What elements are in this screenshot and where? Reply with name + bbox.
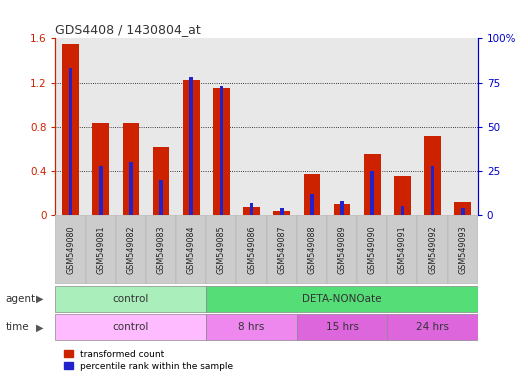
FancyBboxPatch shape: [55, 215, 86, 284]
FancyBboxPatch shape: [267, 215, 297, 284]
Bar: [418, 38, 448, 215]
Bar: [153, 147, 169, 215]
Text: GSM549093: GSM549093: [458, 225, 467, 274]
Text: DETA-NONOate: DETA-NONOate: [303, 293, 382, 304]
Bar: [274, 210, 290, 215]
Bar: [213, 88, 230, 215]
FancyBboxPatch shape: [116, 215, 146, 284]
Legend: transformed count, percentile rank within the sample: transformed count, percentile rank withi…: [60, 346, 237, 374]
Text: control: control: [112, 322, 149, 333]
Bar: [461, 208, 465, 215]
Text: 24 hrs: 24 hrs: [416, 322, 449, 333]
Bar: [267, 38, 297, 215]
Bar: [371, 171, 374, 215]
Bar: [310, 194, 314, 215]
Bar: [62, 44, 79, 215]
FancyBboxPatch shape: [86, 215, 116, 284]
FancyBboxPatch shape: [388, 215, 418, 284]
Bar: [394, 176, 411, 215]
Bar: [340, 201, 344, 215]
Bar: [122, 123, 139, 215]
Bar: [334, 204, 351, 215]
Bar: [129, 162, 133, 215]
Bar: [448, 38, 478, 215]
Bar: [431, 166, 435, 215]
Bar: [206, 38, 237, 215]
Bar: [176, 38, 206, 215]
Bar: [92, 123, 109, 215]
Bar: [401, 206, 404, 215]
Text: ▶: ▶: [36, 322, 43, 333]
FancyBboxPatch shape: [448, 215, 478, 284]
Bar: [183, 80, 200, 215]
FancyBboxPatch shape: [418, 215, 448, 284]
Bar: [304, 174, 320, 215]
FancyBboxPatch shape: [206, 215, 237, 284]
Text: GDS4408 / 1430804_at: GDS4408 / 1430804_at: [55, 23, 201, 36]
Text: GSM549091: GSM549091: [398, 225, 407, 274]
Bar: [220, 86, 223, 215]
Text: GSM549088: GSM549088: [307, 225, 316, 274]
Bar: [327, 38, 357, 215]
Bar: [146, 38, 176, 215]
Bar: [357, 38, 388, 215]
FancyBboxPatch shape: [297, 215, 327, 284]
Text: GSM549081: GSM549081: [96, 225, 105, 274]
FancyBboxPatch shape: [206, 314, 297, 340]
Bar: [69, 68, 72, 215]
Text: GSM549086: GSM549086: [247, 225, 256, 274]
Bar: [388, 38, 418, 215]
FancyBboxPatch shape: [206, 286, 478, 311]
Bar: [425, 136, 441, 215]
Bar: [237, 38, 267, 215]
FancyBboxPatch shape: [176, 215, 206, 284]
Bar: [250, 203, 253, 215]
FancyBboxPatch shape: [55, 286, 206, 311]
Bar: [243, 207, 260, 215]
Bar: [297, 38, 327, 215]
Text: GSM549082: GSM549082: [126, 225, 135, 274]
Bar: [159, 180, 163, 215]
Bar: [116, 38, 146, 215]
Text: GSM549080: GSM549080: [66, 225, 75, 274]
Text: time: time: [5, 322, 29, 333]
Bar: [99, 166, 102, 215]
FancyBboxPatch shape: [146, 215, 176, 284]
Text: GSM549090: GSM549090: [367, 225, 377, 274]
Text: GSM549085: GSM549085: [217, 225, 226, 274]
FancyBboxPatch shape: [297, 314, 388, 340]
Bar: [55, 38, 86, 215]
Text: agent: agent: [5, 293, 35, 304]
FancyBboxPatch shape: [388, 314, 478, 340]
Bar: [455, 202, 471, 215]
Text: GSM549087: GSM549087: [277, 225, 286, 274]
Text: GSM549083: GSM549083: [156, 225, 166, 274]
FancyBboxPatch shape: [237, 215, 267, 284]
Bar: [86, 38, 116, 215]
Text: 8 hrs: 8 hrs: [238, 322, 265, 333]
Bar: [280, 208, 284, 215]
Text: ▶: ▶: [36, 293, 43, 304]
Bar: [364, 154, 381, 215]
Text: GSM549092: GSM549092: [428, 225, 437, 274]
FancyBboxPatch shape: [327, 215, 357, 284]
FancyBboxPatch shape: [55, 314, 206, 340]
Text: GSM549084: GSM549084: [187, 225, 196, 274]
Text: control: control: [112, 293, 149, 304]
Text: GSM549089: GSM549089: [337, 225, 346, 274]
FancyBboxPatch shape: [357, 215, 388, 284]
Text: 15 hrs: 15 hrs: [326, 322, 359, 333]
Bar: [190, 77, 193, 215]
